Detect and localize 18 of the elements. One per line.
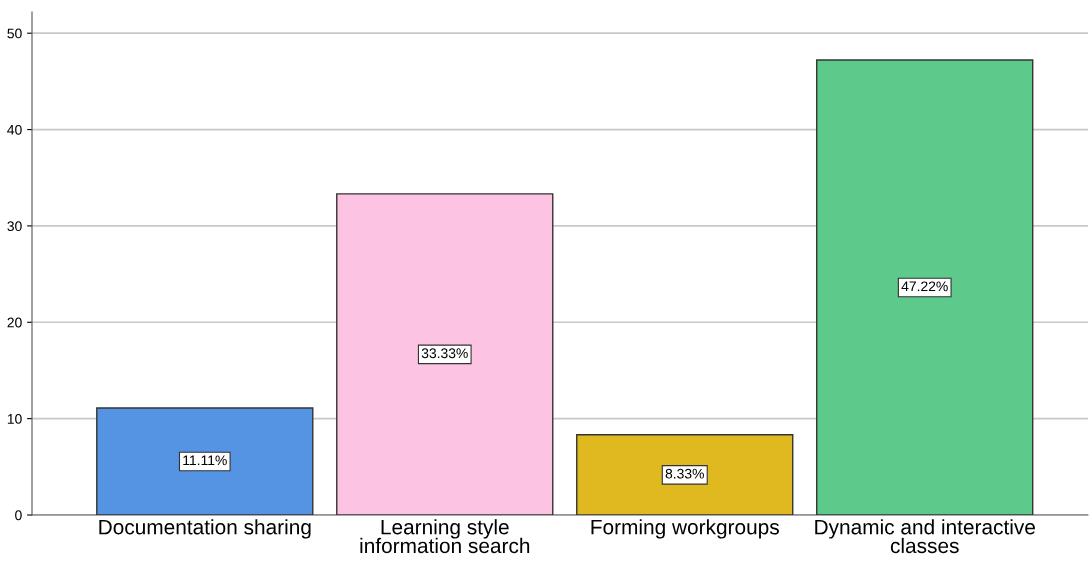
data-label: 11.11% [183, 455, 227, 466]
data-label: 33.33% [421, 348, 468, 359]
y-tick-label: 0 [15, 510, 22, 521]
x-tick-label: Learning style information search [360, 519, 530, 554]
bar [336, 193, 554, 515]
data-label: 47.22% [901, 281, 948, 292]
x-tick-label: Forming workgroups [591, 519, 779, 539]
x-tick-label: Dynamic and interactive classes [815, 519, 1035, 554]
y-tick-label: 50 [7, 28, 22, 39]
x-tick-label: Documentation sharing [99, 519, 311, 539]
bar [96, 407, 314, 515]
y-tick-label: 40 [7, 124, 22, 135]
data-label: 8.33% [665, 468, 704, 479]
bar [816, 59, 1034, 515]
bar [576, 434, 794, 515]
y-tick-label: 20 [7, 317, 22, 328]
y-tick-label: 30 [7, 221, 22, 232]
y-tick-label: 10 [7, 413, 22, 424]
